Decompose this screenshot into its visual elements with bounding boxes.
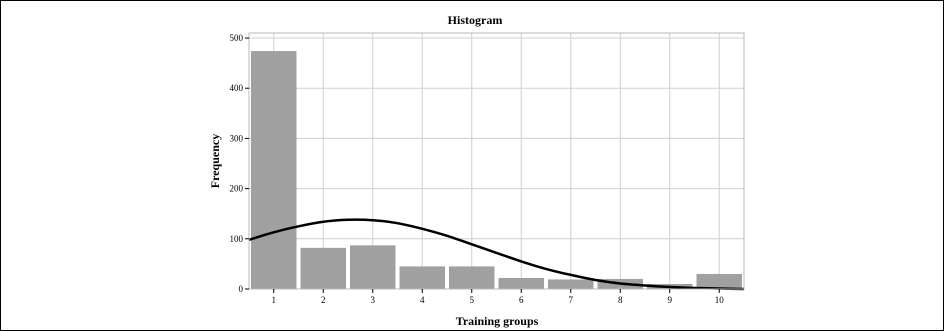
bars	[251, 51, 742, 289]
x-axis-label: Training groups	[456, 314, 539, 328]
y-tick-label: 200	[230, 184, 244, 194]
x-tick-label: 7	[569, 295, 574, 305]
y-axis-label: Frequency	[208, 134, 222, 188]
y-tick-label: 100	[230, 234, 244, 244]
x-tick-label: 2	[321, 295, 326, 305]
x-tick-label: 9	[668, 295, 673, 305]
y-tick-label: 500	[230, 33, 244, 43]
x-tick-label: 10	[715, 295, 725, 305]
x-tick-label: 3	[371, 295, 376, 305]
histogram-bar	[548, 279, 594, 289]
chart-title: Histogram	[448, 13, 503, 27]
horizontal-gridlines	[249, 37, 744, 240]
plot-area	[249, 33, 744, 289]
histogram-bar	[696, 273, 742, 289]
histogram-bar	[300, 247, 346, 289]
x-tick-label: 6	[519, 295, 524, 305]
vertical-gridlines	[273, 33, 720, 289]
x-tick-label: 8	[618, 295, 623, 305]
histogram-bar	[399, 266, 445, 289]
x-tick-label: 4	[420, 295, 425, 305]
y-axis-ticks: 0 100 200 300 400 500	[230, 33, 249, 294]
y-tick-label: 400	[230, 83, 244, 93]
histogram-bar	[251, 51, 297, 289]
y-tick-label: 300	[230, 133, 244, 143]
x-axis-ticks: 1 2 3 4 5 6 7 8 9 10	[272, 289, 725, 305]
x-tick-label: 1	[272, 295, 277, 305]
histogram-bar	[350, 245, 396, 289]
x-tick-label: 5	[470, 295, 475, 305]
y-tick-label: 0	[239, 284, 244, 294]
histogram-bar	[498, 277, 544, 289]
plot-border	[248, 32, 745, 290]
histogram-bar	[449, 266, 495, 289]
normal-curve	[248, 218, 745, 291]
